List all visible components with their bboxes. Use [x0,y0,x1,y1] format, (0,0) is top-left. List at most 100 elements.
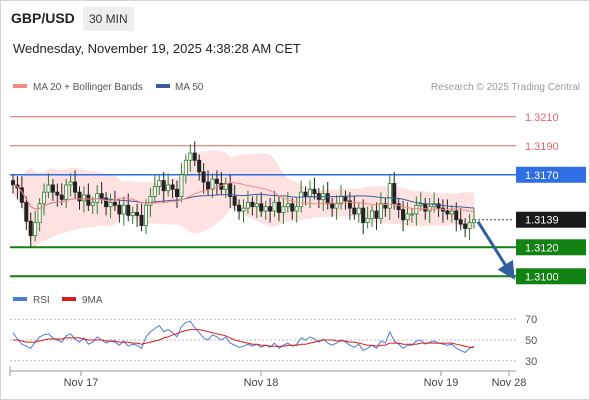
rsi-tick-label: 70 [525,314,537,326]
candle-up [272,201,277,212]
candle-up [130,212,135,216]
x-axis: Nov 17 Nov 18 Nov 19 Nov 28 [9,366,527,389]
rsi-line [12,320,475,354]
candle-up [245,201,250,209]
rsi-tick-label: 30 [525,356,537,368]
candle-down [290,203,295,212]
moving-averages [12,182,475,213]
candle-down [250,201,255,208]
ma50-legend-label: MA 50 [175,82,204,93]
x-tick-label: Nov 28 [492,377,527,389]
x-tick-label: Nov 19 [424,377,459,389]
candle-up [223,183,228,190]
ma20-legend-label: MA 20 + Bollinger Bands [33,82,143,93]
candle-up [166,184,171,192]
candle-up [108,201,113,208]
candle-up [33,222,38,237]
candle-down [135,212,140,216]
rsi-ma9-line [13,329,474,348]
ma9-legend-swatch [62,297,76,301]
candle-down [237,204,242,212]
price-levels [10,116,516,278]
candle-down [73,181,78,193]
chart-header: GBP/USD 30 MIN [0,0,590,38]
x-tick-label: Nov 18 [244,377,279,389]
ma50-legend-swatch [156,84,170,88]
candle-down [303,191,308,197]
candle-up [467,222,472,229]
candle-up [121,204,126,215]
candle-down [396,203,401,210]
candle-down [259,203,264,212]
candle-up [179,174,184,197]
candle-down [312,188,317,195]
candle-up [95,193,100,203]
candle-up [148,196,153,206]
candle-up [46,184,51,193]
last-price-tag-label: 1.3139 [525,215,559,227]
ma9-legend-label: 9MA [82,295,103,306]
pivot-tag-label: 1.3170 [525,170,559,182]
candle-down [24,201,29,222]
candle-down [77,191,82,202]
datetime-label: Wednesday, November 19, 2025 4:38:28 AM … [13,41,301,56]
candle-up [387,183,392,209]
candle-down [374,210,379,219]
candle-down [228,183,233,197]
candle-up [68,181,73,186]
candle-up [418,203,423,206]
bollinger-band-area [13,150,474,247]
candle-up [152,185,157,197]
support-tag-label: 1.3100 [525,271,559,283]
rsi-tick-label: 50 [525,335,537,347]
rsi-panel: 70 50 30 [10,314,537,368]
candle-up [281,206,286,213]
candle-down [268,206,273,212]
support-tag [516,239,586,256]
candle-up [42,191,47,205]
candle-down [170,184,175,190]
candle-down [50,184,55,193]
candle-up [263,206,268,212]
candle-down [55,191,60,196]
candle-down [139,214,144,226]
support-tag [516,268,586,285]
timeframe-button[interactable]: 30 MIN [83,7,134,31]
candle-down [197,159,202,173]
symbol-label: GBP/USD [11,10,75,26]
candle-up [449,210,454,215]
candle-down [325,193,330,205]
candle-down [201,171,206,183]
ma20-legend-swatch [13,84,27,88]
candle-up [64,184,69,200]
candle-down [86,194,91,206]
candle-down [347,200,352,209]
candle-up [356,207,361,215]
candle-up [90,201,95,206]
candle-up [405,213,410,221]
source-label: Research © 2025 Trading Central [431,82,580,93]
candle-up [432,203,437,208]
candle-up [210,178,215,190]
candle-up [254,203,259,208]
candle-up [299,191,304,208]
x-tick-label: Nov 17 [64,377,99,389]
candle-down [206,181,211,190]
candle-down [192,152,197,161]
candle-up [414,204,419,215]
candle-up [365,217,370,224]
candle-up [285,203,290,208]
candle-down [436,203,441,209]
candle-down [423,203,428,212]
candle-up [37,203,42,224]
candle-down [392,183,397,205]
candle-down [401,209,406,221]
candle-up [307,188,312,197]
rsi-legend-label: RSI [33,295,50,306]
resistance-label: 1.3210 [525,112,559,124]
candle-down [117,204,122,215]
candle-down [276,201,281,213]
candle-up [409,213,414,216]
pivot-tag [516,166,586,183]
